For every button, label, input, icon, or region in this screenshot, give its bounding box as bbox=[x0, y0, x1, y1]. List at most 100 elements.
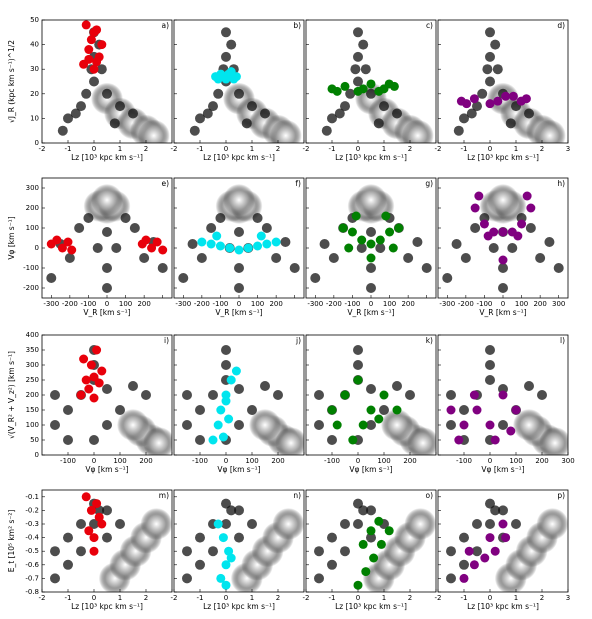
selected-point bbox=[526, 203, 536, 213]
panel-label: c) bbox=[426, 21, 433, 30]
axes-frame bbox=[437, 19, 569, 144]
plot-area bbox=[442, 184, 564, 293]
background-point bbox=[472, 519, 482, 529]
density-core bbox=[249, 409, 281, 441]
background-point bbox=[96, 64, 107, 75]
background-point bbox=[50, 573, 60, 584]
y-tick-label: -0.3 bbox=[25, 520, 39, 528]
y-axis-label: Vφ [km s⁻¹] bbox=[7, 216, 16, 259]
selected-point bbox=[340, 390, 350, 400]
background-point bbox=[511, 519, 521, 529]
background-point bbox=[102, 263, 112, 273]
background-point bbox=[366, 505, 376, 516]
selected-point bbox=[394, 223, 404, 233]
x-tick-label: 1 bbox=[118, 145, 122, 153]
background-point bbox=[334, 108, 345, 119]
background-point bbox=[74, 223, 85, 233]
selected-point bbox=[63, 237, 73, 247]
background-point bbox=[470, 223, 481, 233]
background-point bbox=[379, 101, 389, 112]
background-point bbox=[76, 546, 86, 557]
background-point bbox=[182, 420, 192, 430]
density-core bbox=[487, 184, 519, 216]
panel: -100 0 100 200 0 50 100 150 200 250 300 350 400 Vφ [k… bbox=[7, 331, 173, 474]
x-tick-label: -1 bbox=[197, 594, 204, 602]
x-tick-label: 0 bbox=[356, 457, 360, 465]
background-point bbox=[485, 345, 495, 355]
background-point bbox=[366, 263, 376, 273]
selected-point bbox=[52, 235, 62, 245]
background-point bbox=[182, 546, 192, 557]
x-tick-label: 0 bbox=[488, 145, 492, 153]
selected-point bbox=[366, 253, 376, 263]
x-tick-label: 100 bbox=[509, 457, 522, 465]
x-tick-label: 300 bbox=[552, 300, 565, 308]
selected-point bbox=[374, 516, 384, 526]
background-point bbox=[247, 101, 257, 112]
selected-point bbox=[470, 203, 480, 213]
plot-area bbox=[50, 492, 172, 592]
background-point bbox=[524, 108, 534, 119]
background-point bbox=[485, 27, 495, 38]
background-point bbox=[358, 505, 369, 516]
panel: -2 -1 0 1 2Lz [10³ kpc km s⁻¹] b) bbox=[171, 19, 305, 162]
selected-point bbox=[369, 553, 379, 563]
selected-point bbox=[479, 219, 489, 229]
x-tick-label: -300 bbox=[439, 300, 455, 308]
selected-point bbox=[208, 435, 218, 445]
x-tick-label: -1 bbox=[461, 145, 468, 153]
x-axis-label: V_R [km s⁻¹] bbox=[347, 308, 394, 317]
selected-point bbox=[464, 546, 474, 556]
selected-point bbox=[89, 393, 99, 403]
selected-point bbox=[517, 219, 527, 229]
plot-area bbox=[182, 498, 304, 592]
background-point bbox=[221, 498, 231, 509]
selected-point bbox=[213, 519, 223, 529]
background-point bbox=[89, 519, 99, 529]
selected-point bbox=[212, 231, 222, 241]
density-core bbox=[536, 508, 568, 540]
background-point bbox=[273, 390, 283, 400]
background-point bbox=[460, 253, 471, 263]
background-point bbox=[102, 505, 112, 516]
x-axis-label: V_R [km s⁻¹] bbox=[83, 308, 130, 317]
x-axis-label: Lz [10³ kpc km s⁻¹] bbox=[203, 153, 275, 162]
background-point bbox=[498, 263, 508, 273]
selected-point bbox=[521, 94, 531, 104]
selected-point bbox=[459, 573, 469, 583]
selected-point bbox=[67, 245, 77, 255]
background-point bbox=[182, 573, 192, 584]
background-point bbox=[196, 253, 207, 263]
background-point bbox=[83, 213, 94, 223]
y-tick-label: 0 bbox=[35, 139, 39, 147]
x-tick-label: 0 bbox=[356, 594, 360, 602]
background-point bbox=[50, 420, 60, 430]
background-point bbox=[327, 559, 337, 570]
background-point bbox=[261, 223, 272, 233]
x-tick-label: -1 bbox=[329, 145, 336, 153]
background-point bbox=[226, 505, 237, 516]
density-core bbox=[401, 119, 434, 143]
selected-point bbox=[513, 231, 523, 241]
x-tick-label: -1 bbox=[65, 145, 72, 153]
background-point bbox=[446, 390, 456, 400]
background-point bbox=[392, 108, 402, 119]
background-point bbox=[492, 64, 503, 75]
background-point bbox=[366, 227, 376, 237]
y-tick-label: 10 bbox=[30, 114, 39, 122]
y-axis-label: √(V_R² + V_z²) [km s⁻¹] bbox=[7, 351, 16, 439]
x-tick-label: 0 bbox=[224, 457, 228, 465]
selected-point bbox=[392, 405, 402, 415]
x-tick-label: -300 bbox=[43, 300, 59, 308]
x-axis-label: Lz [10³ kpc km s⁻¹] bbox=[71, 602, 143, 611]
x-axis-label: Lz [10³ kpc km s⁻¹] bbox=[203, 602, 275, 611]
x-tick-label: 0 bbox=[488, 594, 492, 602]
y-tick-label: 40 bbox=[30, 41, 39, 49]
x-tick-label: -200 bbox=[326, 300, 342, 308]
background-point bbox=[353, 360, 363, 370]
background-point bbox=[319, 239, 330, 249]
background-point bbox=[252, 213, 263, 223]
selected-point bbox=[344, 243, 354, 253]
background-point bbox=[446, 546, 456, 557]
